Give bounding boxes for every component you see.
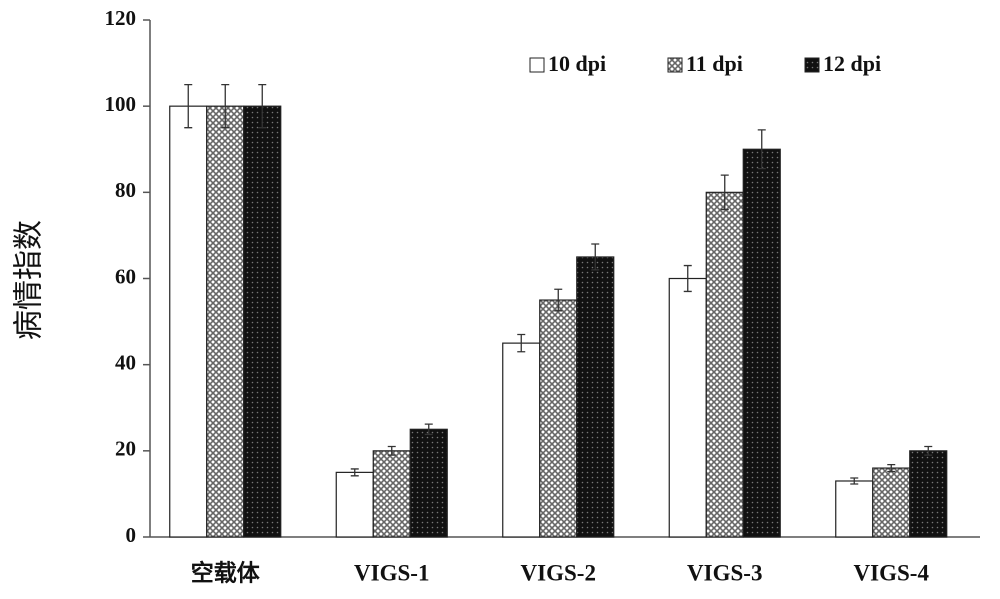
error-bar (554, 288, 563, 312)
x-tick-label: VIGS-3 (687, 560, 762, 585)
x-tick-label: VIGS-2 (521, 560, 596, 585)
error-bar (720, 174, 729, 211)
x-tick-label: 空载体 (191, 559, 261, 585)
error-bar (424, 423, 433, 436)
bar (835, 480, 874, 538)
bar (872, 467, 911, 538)
error-bar (887, 463, 896, 473)
bar (502, 342, 541, 538)
bar (335, 471, 374, 538)
y-tick-label: 60 (115, 264, 136, 288)
y-tick-label: 120 (105, 6, 137, 30)
error-bar (517, 333, 526, 353)
legend-label: 12 dpi (823, 51, 881, 76)
bar (705, 191, 744, 538)
bar (668, 277, 707, 538)
legend-label: 11 dpi (686, 51, 743, 76)
y-tick-label: 0 (126, 523, 137, 547)
bar (243, 105, 282, 538)
bar (539, 299, 578, 538)
x-tick-label: VIGS-4 (854, 560, 930, 585)
y-tick-label: 100 (105, 92, 137, 116)
error-bar (350, 468, 359, 477)
bar (409, 428, 448, 538)
bar (372, 450, 411, 538)
error-bar (683, 264, 692, 293)
y-tick-label: 20 (115, 437, 136, 461)
bar (909, 450, 948, 538)
error-bar (387, 445, 396, 456)
error-bar (184, 83, 193, 129)
y-tick-label: 40 (115, 350, 136, 374)
error-bar (591, 243, 600, 271)
y-tick-label: 80 (115, 178, 136, 202)
error-bar (924, 445, 933, 456)
error-bar (221, 83, 230, 129)
legend-swatch (804, 57, 820, 73)
error-bar (757, 129, 766, 170)
bar (206, 105, 245, 538)
error-bar (258, 83, 267, 129)
bar (169, 105, 208, 538)
legend-swatch (529, 57, 545, 73)
bar (576, 256, 615, 538)
bar (742, 148, 781, 538)
x-tick-label: VIGS-1 (354, 560, 429, 585)
legend-swatch (667, 57, 683, 73)
error-bar (850, 477, 859, 485)
y-axis-label: 病情指数 (12, 220, 47, 340)
legend-label: 10 dpi (548, 51, 606, 76)
